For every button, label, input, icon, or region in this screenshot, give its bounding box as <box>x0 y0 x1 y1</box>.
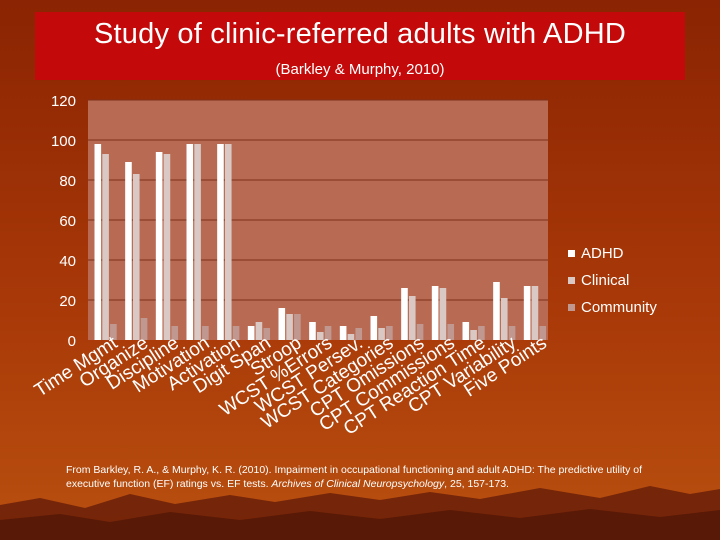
bar-adhd-5 <box>217 144 224 340</box>
y-tick-label: 120 <box>51 93 76 110</box>
y-axis: 0 20 40 60 80 100 120 <box>51 93 76 350</box>
slide-title: Study of clinic-referred adults with ADH… <box>93 18 626 50</box>
legend-label-community: Community <box>581 299 657 316</box>
bar-clinical-14 <box>500 298 508 340</box>
bar-community-1 <box>110 324 117 340</box>
y-tick-label: 0 <box>68 333 76 350</box>
bar-community-6 <box>263 328 271 340</box>
bar-adhd-6 <box>247 326 255 340</box>
bar-adhd-13 <box>462 322 470 340</box>
y-tick-label: 60 <box>59 213 76 230</box>
bar-clinical-6 <box>255 322 263 340</box>
citation: From Barkley, R. A., & Murphy, K. R. (20… <box>66 463 646 491</box>
bar-adhd-11 <box>401 288 408 340</box>
bar-community-15 <box>539 326 547 340</box>
bar-clinical-15 <box>531 286 539 340</box>
bar-community-7 <box>294 314 301 340</box>
legend: ADHD Clinical Community <box>568 245 657 316</box>
bar-adhd-10 <box>370 316 378 340</box>
bar-community-8 <box>324 326 332 340</box>
bar-clinical-3 <box>163 154 171 340</box>
bar-community-12 <box>447 324 455 340</box>
bar-adhd-1 <box>94 144 102 340</box>
legend-label-adhd: ADHD <box>581 245 624 262</box>
bar-clinical-1 <box>102 154 109 340</box>
bar-community-14 <box>508 326 516 340</box>
bar-community-9 <box>355 328 363 340</box>
bar-clinical-12 <box>439 288 447 340</box>
bar-community-5 <box>232 326 240 340</box>
bar-adhd-12 <box>431 286 439 340</box>
bar-adhd-2 <box>125 162 132 340</box>
slide-subtitle: (Barkley & Murphy, 2010) <box>275 61 445 78</box>
bar-adhd-14 <box>493 282 500 340</box>
bar-adhd-4 <box>186 144 194 340</box>
bar-clinical-11 <box>408 296 416 340</box>
bar-clinical-9 <box>347 334 355 340</box>
y-tick-label: 100 <box>51 133 76 150</box>
legend-label-clinical: Clinical <box>581 272 629 289</box>
bar-community-10 <box>386 326 393 340</box>
legend-swatch-community <box>568 304 575 311</box>
bar-adhd-8 <box>309 322 316 340</box>
bar-community-3 <box>171 326 179 340</box>
bar-clinical-13 <box>470 330 477 340</box>
bar-community-11 <box>416 324 424 340</box>
bar-adhd-3 <box>155 152 163 340</box>
citation-journal: Archives of Clinical Neuropsychology <box>271 478 445 490</box>
bar-adhd-9 <box>339 326 347 340</box>
bars <box>94 144 547 340</box>
y-tick-label: 40 <box>59 253 76 270</box>
legend-swatch-adhd <box>568 250 575 257</box>
bar-adhd-7 <box>278 308 286 340</box>
bar-clinical-8 <box>316 332 324 340</box>
title-banner: Study of clinic-referred adults with ADH… <box>35 12 685 80</box>
bar-clinical-4 <box>194 144 201 340</box>
bar-clinical-2 <box>132 174 140 340</box>
bar-community-13 <box>478 326 485 340</box>
bar-community-4 <box>202 326 209 340</box>
citation-text: From Barkley, R. A., & Murphy, K. R. (20… <box>66 464 643 490</box>
legend-swatch-clinical <box>568 277 575 284</box>
x-axis: Time MgmtOrganizeDisciplineMotivationAct… <box>31 332 551 440</box>
bar-clinical-5 <box>224 144 232 340</box>
y-tick-label: 80 <box>59 173 76 190</box>
bar-community-2 <box>140 318 148 340</box>
bar-clinical-10 <box>378 328 385 340</box>
citation-volume: , 25, 157-173. <box>444 478 509 490</box>
bar-clinical-7 <box>286 314 293 340</box>
y-tick-label: 20 <box>59 293 76 310</box>
bar-adhd-15 <box>523 286 531 340</box>
